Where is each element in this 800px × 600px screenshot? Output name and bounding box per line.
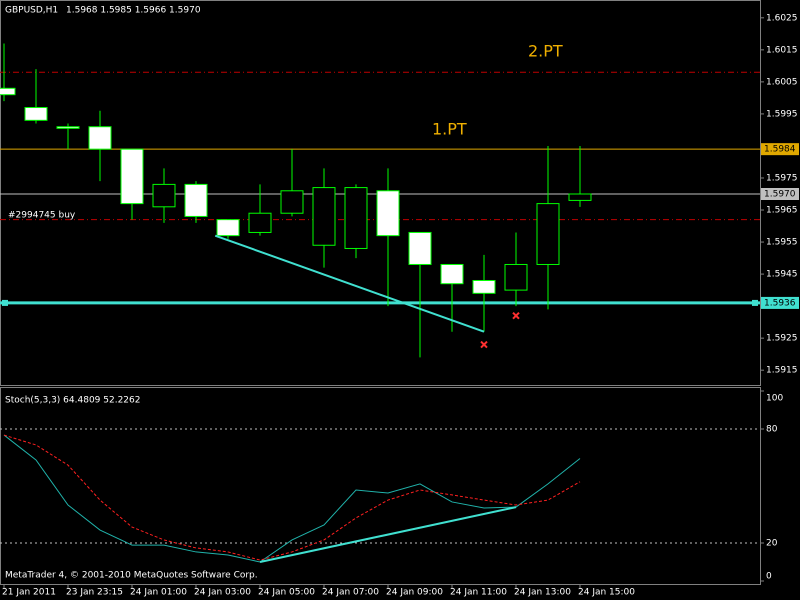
y-tick-label: 1.5975 xyxy=(766,173,798,183)
trendline xyxy=(259,506,517,563)
level-tag xyxy=(761,143,799,156)
footer: MetaTrader 4, © 2001-2010 MetaQuotes Sof… xyxy=(5,571,258,581)
x-tick-label: 21 Jan 2011 xyxy=(2,588,56,598)
x-tick-label: 24 Jan 07:00 xyxy=(322,588,379,598)
y-tick-label: 80 xyxy=(766,425,778,435)
stoch-line xyxy=(3,434,581,563)
x-tick-label: 24 Jan 15:00 xyxy=(578,588,635,598)
y-tick-label: 1.5925 xyxy=(766,334,798,344)
candle-body xyxy=(56,126,80,129)
y-tick-label: 1.5995 xyxy=(766,109,798,119)
overlay: GBPUSD,H1 1.5968 1.5985 1.5966 1.5970 2.… xyxy=(2,6,799,598)
order-label: #2994745 buy xyxy=(8,211,76,221)
candle-body xyxy=(312,187,336,246)
y-tick-label: 1.6015 xyxy=(766,45,798,55)
y-tick-label: 100 xyxy=(766,394,783,404)
y-tick-label: 1.6025 xyxy=(766,13,798,23)
candle-body xyxy=(408,231,432,265)
main-frame xyxy=(0,0,761,386)
candle-body xyxy=(152,183,176,208)
x-tick-label: 24 Jan 03:00 xyxy=(194,588,251,598)
level-label: 1.5970 xyxy=(764,190,796,200)
candle-body xyxy=(216,219,240,237)
candle-body xyxy=(376,190,400,237)
trendline xyxy=(214,234,485,333)
y-tick-label: 1.5945 xyxy=(766,270,798,280)
candle-body xyxy=(0,87,16,96)
stoch-plot xyxy=(0,428,760,563)
chart-title: GBPUSD,H1 xyxy=(5,6,58,16)
candle-body xyxy=(472,279,496,294)
level-tag xyxy=(761,296,799,309)
stop-marker xyxy=(512,312,520,320)
candle-body xyxy=(504,263,528,291)
candle-body xyxy=(440,263,464,285)
candle-body xyxy=(280,190,304,214)
candle-body xyxy=(120,148,144,205)
x-tick-label: 24 Jan 09:00 xyxy=(386,588,443,598)
main-plot xyxy=(0,43,760,358)
y-tick-label: 1.5965 xyxy=(766,206,798,216)
candle-body xyxy=(568,193,592,201)
x-tick-label: 24 Jan 01:00 xyxy=(130,588,187,598)
candle-body xyxy=(248,212,272,233)
annotation: 2.PT xyxy=(528,42,563,61)
y-tick-label: 1.5915 xyxy=(766,366,798,376)
stoch-frame xyxy=(0,387,761,585)
level-tag xyxy=(761,188,799,200)
annotation: 1.PT xyxy=(432,120,467,139)
stoch-title: Stoch(5,3,3) 64.4809 52.2262 xyxy=(5,396,140,406)
y-tick-label: 0 xyxy=(766,572,772,582)
level-handle xyxy=(752,299,758,306)
candle-body xyxy=(88,126,112,150)
y-tick-label: 20 xyxy=(766,539,778,549)
level-label: 1.5984 xyxy=(764,145,796,155)
candle-body xyxy=(24,107,48,121)
stop-marker xyxy=(480,340,488,349)
stoch-line xyxy=(3,434,581,561)
ohlc-readout: 1.5968 1.5985 1.5966 1.5970 xyxy=(66,6,201,16)
x-tick-label: 24 Jan 13:00 xyxy=(514,588,571,598)
candle-body xyxy=(344,187,368,249)
candle-body xyxy=(184,183,208,217)
y-tick-label: 1.6005 xyxy=(766,77,798,87)
x-tick-label: 23 Jan 23:15 xyxy=(66,588,123,598)
x-tick-label: 24 Jan 11:00 xyxy=(450,588,507,598)
candle-body xyxy=(536,203,560,265)
x-tick-label: 24 Jan 05:00 xyxy=(258,588,315,598)
level-label: 1.5936 xyxy=(764,298,796,308)
level-handle xyxy=(2,299,8,306)
y-tick-label: 1.5955 xyxy=(766,238,798,248)
